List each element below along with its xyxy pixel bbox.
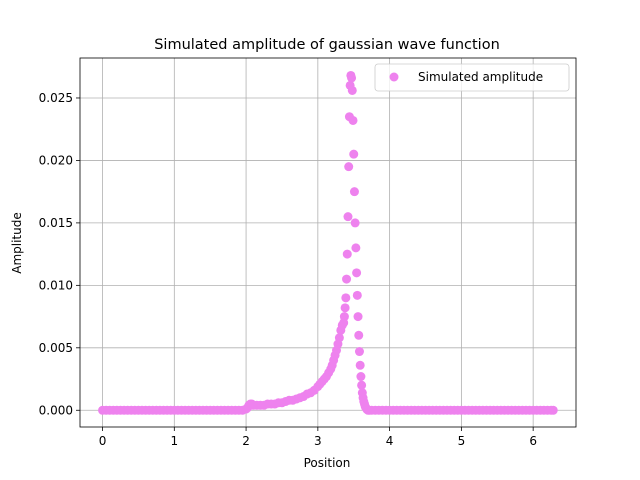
legend: Simulated amplitude — [374, 63, 570, 92]
data-point — [341, 293, 351, 303]
x-tick-label: 1 — [170, 434, 178, 448]
data-point — [342, 249, 352, 259]
x-tick-label: 0 — [99, 434, 107, 448]
chart-title: Simulated amplitude of gaussian wave fun… — [154, 37, 500, 53]
x-axis-ticks: 0 1 2 3 4 5 6 — [99, 427, 537, 448]
data-point — [548, 405, 558, 415]
scatter-points — [98, 70, 558, 415]
data-point — [349, 149, 359, 159]
data-point — [344, 162, 354, 172]
x-tick-label: 6 — [529, 434, 537, 448]
data-point — [354, 347, 364, 357]
y-tick-label: 0.010 — [39, 278, 73, 292]
data-point — [350, 218, 360, 228]
data-point — [352, 290, 362, 300]
data-point — [339, 312, 349, 322]
legend-marker — [389, 72, 399, 82]
x-tick-label: 3 — [314, 434, 322, 448]
data-point — [356, 372, 366, 382]
data-point — [348, 115, 358, 125]
y-axis-label: Amplitude — [10, 212, 24, 274]
data-point — [352, 268, 362, 278]
data-point — [349, 187, 359, 197]
y-tick-label: 0.025 — [39, 91, 73, 105]
data-point — [342, 274, 352, 284]
data-point — [343, 212, 353, 222]
data-point — [355, 360, 365, 370]
y-axis-ticks: 0.000 0.005 0.010 0.015 0.020 0.025 — [39, 91, 80, 417]
data-point — [354, 330, 364, 340]
x-tick-label: 4 — [386, 434, 394, 448]
plot-area-frame — [79, 57, 577, 428]
data-point — [357, 380, 367, 390]
data-point — [353, 312, 363, 322]
x-tick-label: 2 — [242, 434, 250, 448]
legend-box — [374, 63, 570, 92]
data-point — [347, 73, 357, 83]
y-tick-label: 0.000 — [39, 403, 73, 417]
y-tick-label: 0.020 — [39, 153, 73, 167]
y-tick-label: 0.005 — [39, 341, 73, 355]
x-tick-label: 5 — [458, 434, 466, 448]
data-point — [340, 303, 350, 313]
data-point — [351, 243, 361, 253]
data-point — [347, 85, 357, 95]
y-tick-label: 0.015 — [39, 216, 73, 230]
legend-label: Simulated amplitude — [418, 70, 543, 84]
data-point — [334, 333, 344, 343]
x-axis-label: Position — [304, 456, 351, 470]
